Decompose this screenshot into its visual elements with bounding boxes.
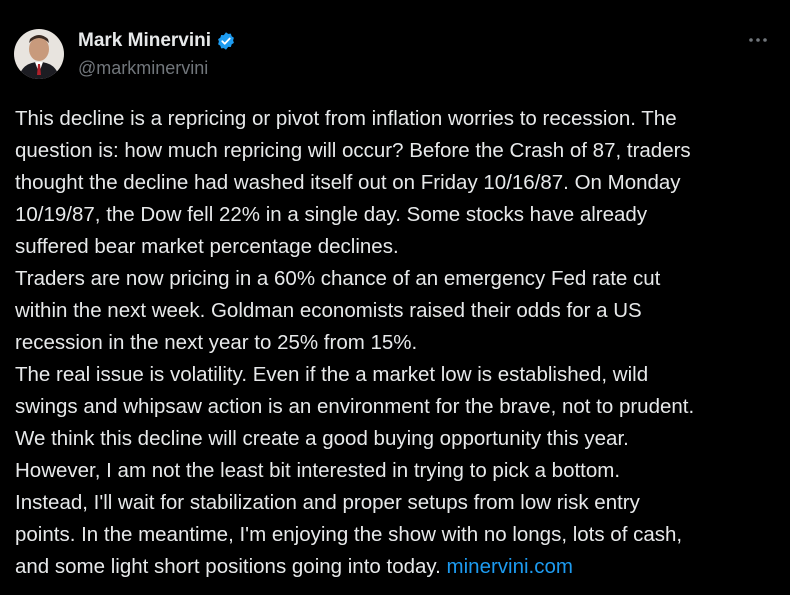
text-line-content: We think this decline will create a good… xyxy=(15,427,629,450)
text-line-content: suffered bear market percentage declines… xyxy=(15,235,399,258)
text-line: and some light short positions going int… xyxy=(15,551,694,583)
text-line: suffered bear market percentage declines… xyxy=(15,231,694,263)
text-line: 10/19/87, the Dow fell 22% in a single d… xyxy=(15,199,694,231)
text-line: The real issue is volatility. Even if th… xyxy=(15,359,694,391)
verified-badge xyxy=(218,32,234,50)
post-link[interactable]: minervini.com xyxy=(446,555,573,578)
text-line: This decline is a repricing or pivot fro… xyxy=(15,103,694,135)
text-line: thought the decline had washed itself ou… xyxy=(15,167,694,199)
text-line: Traders are now pricing in a 60% chance … xyxy=(15,263,694,295)
text-line: within the next week. Goldman economists… xyxy=(15,295,694,327)
text-line-content: thought the decline had washed itself ou… xyxy=(15,171,681,194)
text-line-content: 10/19/87, the Dow fell 22% in a single d… xyxy=(15,203,648,226)
author-name-text[interactable]: Mark Minervini xyxy=(78,30,212,51)
text-line-content: swings and whipsaw action is an environm… xyxy=(15,395,695,418)
text-line: However, I am not the least bit interest… xyxy=(15,455,694,487)
text-line-content: question is: how much repricing will occ… xyxy=(15,139,691,162)
text-line-content: Traders are now pricing in a 60% chance … xyxy=(15,267,661,290)
text-line-content: The real issue is volatility. Even if th… xyxy=(15,363,649,386)
author-name[interactable]: Mark Minervini xyxy=(78,30,236,52)
text-line: question is: how much repricing will occ… xyxy=(15,135,694,167)
text-line-content: This decline is a repricing or pivot fro… xyxy=(15,107,677,130)
text-line-content: recession in the next year to 25% from 1… xyxy=(15,331,418,354)
text-line: We think this decline will create a good… xyxy=(15,423,694,455)
text-line-content: and some light short positions going int… xyxy=(15,555,441,578)
text-line-content: within the next week. Goldman economists… xyxy=(15,299,642,322)
more-button[interactable] xyxy=(744,26,772,54)
text-line: points. In the meantime, I'm enjoying th… xyxy=(15,519,694,551)
text-line: swings and whipsaw action is an environm… xyxy=(15,391,694,423)
avatar[interactable] xyxy=(14,29,64,79)
post-text: This decline is a repricing or pivot fro… xyxy=(15,103,694,583)
text-line: recession in the next year to 25% from 1… xyxy=(15,327,694,359)
author-handle[interactable]: @markminervini xyxy=(78,58,209,78)
text-line: Instead, I'll wait for stabilization and… xyxy=(15,487,694,519)
text-line-content: However, I am not the least bit interest… xyxy=(15,459,621,482)
text-line-content: Instead, I'll wait for stabilization and… xyxy=(15,491,640,514)
text-line-content: points. In the meantime, I'm enjoying th… xyxy=(15,523,683,546)
